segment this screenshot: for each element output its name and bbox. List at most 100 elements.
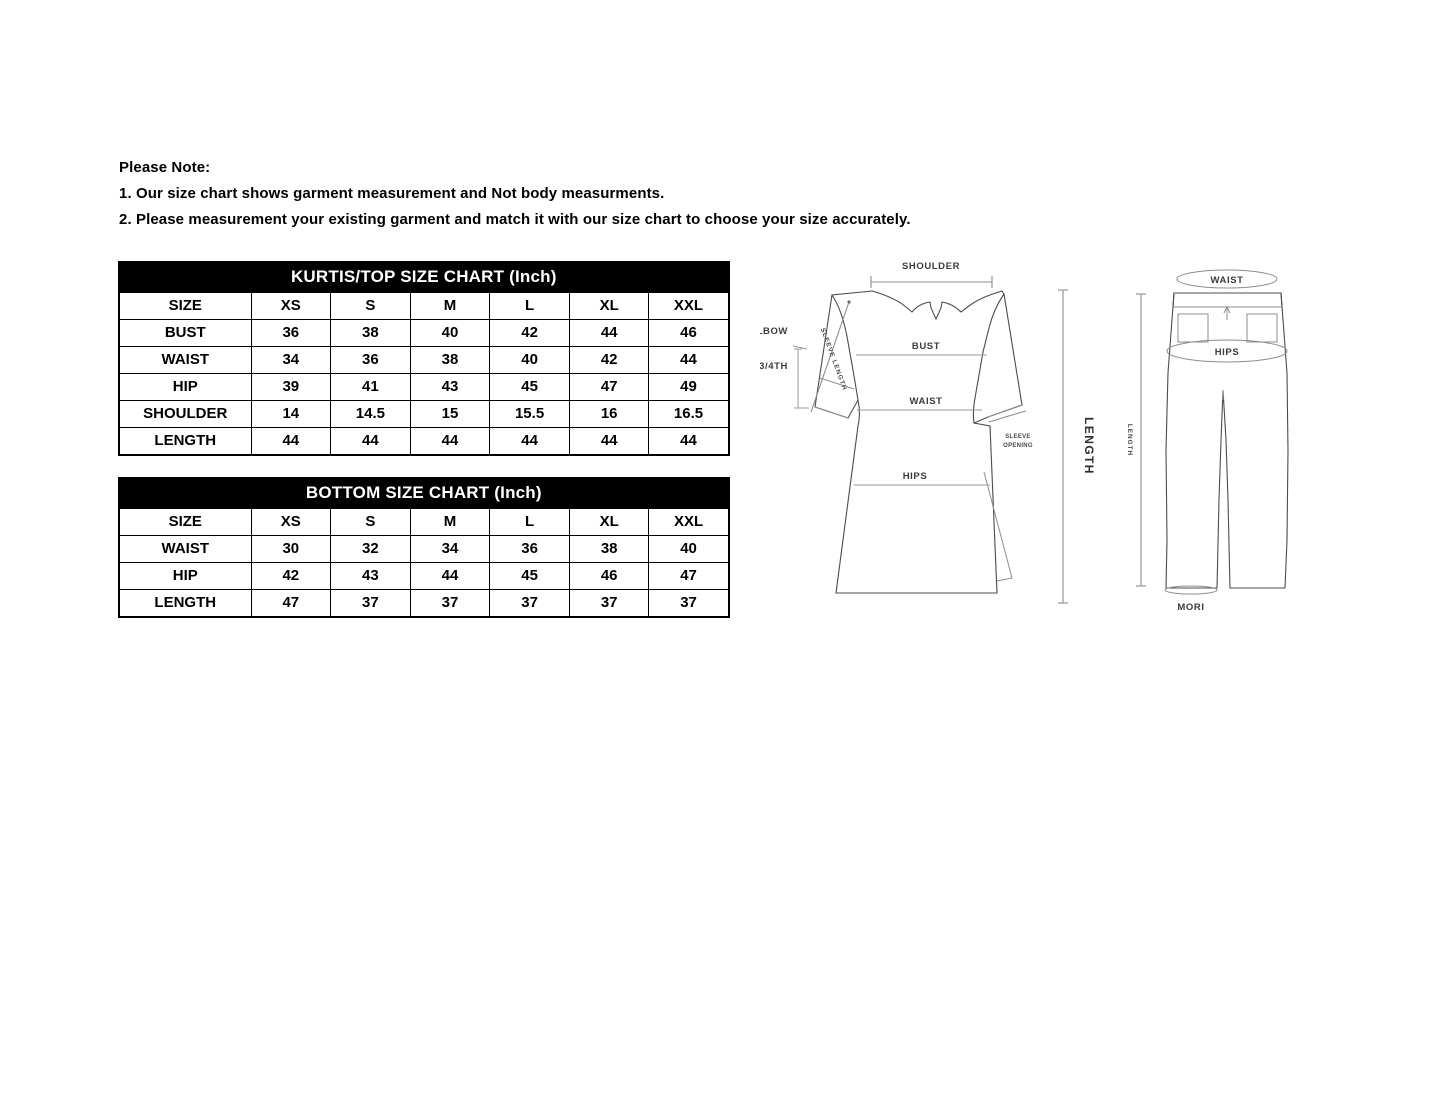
kurti-sleeve-opening-label-2: OPENING [1003,443,1033,449]
bottom-hip-xl: 46 [568,562,650,590]
kurtis-hip-l: 45 [489,373,570,401]
note-line-1: 1. Our size chart shows garment measurem… [119,185,665,202]
pants-left-pocket [1177,313,1209,343]
pants-waist-label: WAIST [1210,275,1243,286]
pants-right-pocket [1246,313,1278,343]
bottom-row-label-length: LENGTH [118,589,252,618]
bottom-length-m: 37 [409,589,491,618]
kurti-elbow-label: ELBOW [760,326,788,337]
kurtis-shoulder-xs: 14 [250,400,332,428]
kurtis-bust-l: 42 [489,319,570,347]
kurtis-row-label-length: LENGTH [118,427,252,456]
kurtis-header-s: S [330,292,411,320]
kurtis-length-l: 44 [489,427,570,456]
kurtis-waist-m: 38 [409,346,491,374]
kurtis-bust-s: 38 [330,319,411,347]
kurtis-hip-xxl: 49 [648,373,730,401]
kurti-length-dimension [1058,289,1068,604]
pants-length-label: LENGTH [1126,424,1133,456]
kurtis-size-chart-table: KURTIS/TOP SIZE CHART (Inch) SIZE XS S M… [118,261,730,456]
kurti-three-quarter-label: 3/4TH [760,361,788,372]
kurtis-shoulder-s: 14.5 [330,400,411,428]
bottom-header-xs: XS [250,508,332,536]
table-row: LENGTH 44 44 44 44 44 44 [118,427,730,456]
bottom-hip-m: 44 [409,562,491,590]
bottom-waist-l: 36 [489,535,570,563]
bottom-waist-xxl: 40 [648,535,730,563]
kurti-waist-label: WAIST [909,396,942,407]
kurtis-length-m: 44 [409,427,491,456]
kurtis-header-m: M [409,292,491,320]
bottom-hip-l: 45 [489,562,570,590]
table-row: WAIST 30 32 34 36 38 40 [118,535,730,563]
bottom-waist-m: 34 [409,535,491,563]
shoulder-dimension [870,276,993,288]
kurtis-row-label-bust: BUST [118,319,252,347]
bottom-header-s: S [330,508,411,536]
kurtis-length-xl: 44 [568,427,650,456]
kurtis-shoulder-m: 15 [409,400,491,428]
bottom-length-xxl: 37 [648,589,730,618]
table-row: SHOULDER 14 14.5 15 15.5 16 16.5 [118,400,730,428]
kurti-shoulder-label: SHOULDER [902,261,960,272]
bottom-hip-xs: 42 [250,562,332,590]
pants-waist-ellipse [1176,269,1278,289]
pants-technical-drawing: WAIST HIPS MORI [1126,269,1289,613]
kurtis-shoulder-xxl: 16.5 [648,400,730,428]
note-line-2: 2. Please measurement your existing garm… [119,211,911,228]
kurtis-shoulder-l: 15.5 [489,400,570,428]
kurtis-hip-xl: 47 [568,373,650,401]
kurtis-header-size: SIZE [118,292,252,320]
kurti-sleeve-opening-label-1: SLEEVE [1005,434,1030,440]
kurtis-hip-s: 41 [330,373,411,401]
kurtis-header-l: L [489,292,570,320]
kurtis-shoulder-xl: 16 [568,400,650,428]
technical-drawings: SHOULDER SLEEVE LENGTH [760,250,1340,630]
bottom-waist-xs: 30 [250,535,332,563]
kurti-right-sleeve [973,293,1023,424]
kurtis-bust-xxl: 46 [648,319,730,347]
bottom-waist-s: 32 [330,535,411,563]
sleeve-length-dimension [810,300,851,413]
kurti-technical-drawing: SHOULDER SLEEVE LENGTH [760,261,1096,604]
elbow-dimension [792,345,809,409]
kurti-bust-label: BUST [912,341,940,352]
kurtis-header-xl: XL [568,292,650,320]
kurtis-bust-m: 40 [409,319,491,347]
kurtis-header-xxl: XXL [648,292,730,320]
bottom-length-s: 37 [330,589,411,618]
bottom-table-header-row: SIZE XS S M L XL XXL [118,508,730,536]
table-row: BUST 36 38 40 42 44 46 [118,319,730,347]
bottom-table-title-row: BOTTOM SIZE CHART (Inch) [119,478,729,509]
table-row: LENGTH 47 37 37 37 37 37 [118,589,730,618]
pants-hips-label: HIPS [1215,347,1240,358]
notes-block: Please Note: 1. Our size chart shows gar… [119,155,1119,233]
kurtis-bust-xs: 36 [250,319,332,347]
bottom-length-xl: 37 [568,589,650,618]
kurtis-waist-s: 36 [330,346,411,374]
kurti-sleeve-opening-curve [988,410,1027,423]
kurtis-length-s: 44 [330,427,411,456]
bottom-waist-xl: 38 [568,535,650,563]
kurtis-header-xs: XS [250,292,332,320]
kurtis-waist-xl: 42 [568,346,650,374]
kurtis-row-label-shoulder: SHOULDER [118,400,252,428]
bottom-header-xxl: XXL [648,508,730,536]
bottom-header-size: SIZE [118,508,252,536]
bottom-table-title: BOTTOM SIZE CHART (Inch) [119,478,729,509]
pants-waistband [1172,292,1283,308]
bottom-row-label-hip: HIP [118,562,252,590]
kurti-body-outline [831,290,1005,594]
bottom-header-xl: XL [568,508,650,536]
kurtis-length-xs: 44 [250,427,332,456]
kurtis-waist-xxl: 44 [648,346,730,374]
pants-length-dimension [1136,293,1146,587]
notes-heading: Please Note: [119,159,211,176]
kurtis-waist-l: 40 [489,346,570,374]
kurtis-table-title: KURTIS/TOP SIZE CHART (Inch) [119,262,729,293]
pants-mori-ellipse [1164,585,1218,595]
kurtis-row-label-hip: HIP [118,373,252,401]
table-row: WAIST 34 36 38 40 42 44 [118,346,730,374]
bottom-length-xs: 47 [250,589,332,618]
pants-mori-label: MORI [1177,602,1204,613]
